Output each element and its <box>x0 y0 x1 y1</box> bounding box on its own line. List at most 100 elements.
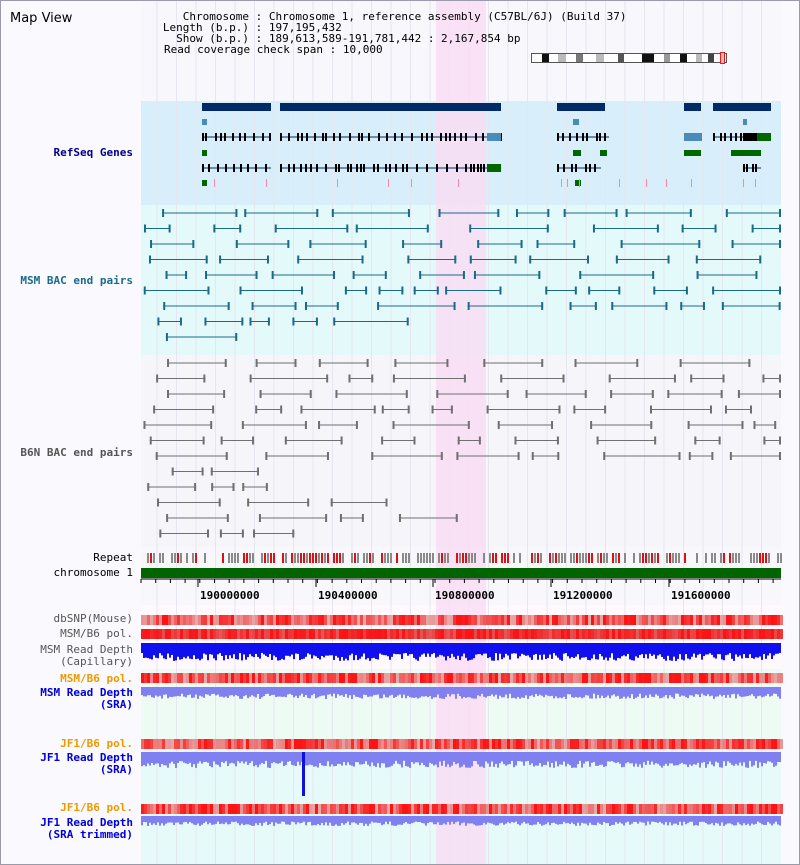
jf1-pol-heat <box>543 739 546 749</box>
jf1-depth-trim-bar <box>395 816 397 826</box>
current-region-marker[interactable] <box>720 52 725 64</box>
msm-depth-capillary-bar <box>451 643 453 654</box>
track-label-msm-bac[interactable]: MSM BAC end pairs <box>20 274 133 287</box>
track-label-msm-b6-pol-sra[interactable]: MSM/B6 pol. <box>60 672 133 685</box>
msm-depth-sra-bar <box>195 687 197 695</box>
jf1-depth-trim-bar <box>439 816 441 825</box>
jf1-pol-heat <box>342 739 345 749</box>
msm-pol-sra-heat <box>459 673 462 683</box>
msm-depth-capillary-bar <box>251 643 253 657</box>
msm-depth-sra-bar <box>621 687 623 699</box>
msm-pol-heat <box>684 629 687 639</box>
track-label-jf1-b6-pol-trimmed[interactable]: JF1/B6 pol. <box>60 801 133 814</box>
msm-pol-sra-heat <box>765 673 768 683</box>
repeat-mark <box>606 553 608 563</box>
refseq-gene-feature <box>202 180 207 186</box>
msm-depth-capillary-bar <box>315 643 317 657</box>
msm-depth-sra-bar <box>267 687 269 694</box>
msm-pol-sra-heat <box>213 673 216 683</box>
jf1-depth-trim-bar <box>621 816 623 824</box>
track-label-repeat[interactable]: Repeat <box>93 551 133 564</box>
msm-bac-pair-end <box>168 224 171 233</box>
jf1-depth-trim-bar <box>653 816 655 822</box>
msm-bac-pair-end <box>143 224 146 233</box>
jf1-depth-sra-bar <box>397 752 399 764</box>
refseq-exon <box>604 133 606 141</box>
msm-depth-sra-bar <box>489 687 491 696</box>
b6n-bac-pair-end <box>157 498 160 507</box>
jf1-pol-heat <box>273 739 276 749</box>
dbsnp-heat <box>300 615 303 625</box>
dbsnp-heat <box>195 615 198 625</box>
jf1-depth-sra-bar <box>427 752 429 768</box>
track-label-jf1-b6-pol[interactable]: JF1/B6 pol. <box>60 737 133 750</box>
jf1-depth-trim-bar <box>679 816 681 822</box>
jf1-pol-trim-heat <box>582 804 585 814</box>
track-label-chromosome[interactable]: chromosome 1 <box>53 566 133 579</box>
msm-pol-heat <box>591 629 594 639</box>
jf1-depth-trim-bar <box>407 816 409 824</box>
jf1-pol-heat <box>225 739 228 749</box>
msm-depth-capillary-bar <box>373 643 375 658</box>
jf1-depth-trim-bar <box>639 816 641 822</box>
track-label-jf1-read-depth-trimmed[interactable]: JF1 Read Depth (SRA trimmed) <box>40 817 133 841</box>
b6n-bac-pair-end <box>318 359 321 367</box>
msm-pol-sra-heat <box>228 673 231 683</box>
msm-depth-sra-bar <box>259 687 261 699</box>
track-label-msm-read-depth-sra[interactable]: MSM Read Depth (SRA) <box>40 687 133 711</box>
jf1-depth-trim-bar <box>403 816 405 824</box>
jf1-pol-trim-heat <box>336 804 339 814</box>
msm-depth-sra-bar <box>499 687 501 696</box>
msm-depth-sra-bar <box>429 687 431 697</box>
track-label-msm-read-depth-capillary[interactable]: MSM Read Depth (Capillary) <box>40 644 133 668</box>
jf1-pol-trim-heat <box>171 804 174 814</box>
track-label-msm-b6-pol[interactable]: MSM/B6 pol. <box>60 627 133 640</box>
msm-depth-sra-bar <box>411 687 413 698</box>
msm-pol-heat <box>228 629 231 639</box>
jf1-depth-sra-bar <box>509 752 511 765</box>
jf1-pol-heat <box>231 739 234 749</box>
repeat-mark <box>252 553 254 563</box>
msm-depth-sra-bar <box>173 687 175 697</box>
jf1-pol-trim-heat <box>240 804 243 814</box>
msm-pol-sra-heat <box>153 673 156 683</box>
jf1-depth-sra-bar <box>205 752 207 762</box>
track-label-jf1-read-depth-sra[interactable]: JF1 Read Depth (SRA) <box>40 752 133 776</box>
jf1-depth-sra-bar <box>771 752 773 763</box>
msm-depth-sra-bar <box>325 687 327 699</box>
track-label-refseq-genes[interactable]: RefSeq Genes <box>53 146 133 159</box>
jf1-depth-trim-bar <box>185 816 187 822</box>
msm-pol-sra-heat <box>552 673 555 683</box>
repeat-mark <box>579 553 581 563</box>
track-label-b6n-bac[interactable]: B6N BAC end pairs <box>20 446 133 459</box>
msm-pol-heat <box>342 629 345 639</box>
msm-pol-sra-heat <box>162 673 165 683</box>
track-label-dbsnp[interactable]: dbSNP(Mouse) <box>53 612 133 625</box>
jf1-pol-heat <box>306 739 309 749</box>
jf1-pol-heat <box>630 739 633 749</box>
msm-pol-heat <box>768 629 771 639</box>
msm-depth-capillary-bar <box>323 643 325 658</box>
b6n-bac-pair-end <box>300 405 303 414</box>
msm-depth-capillary-bar <box>299 643 301 661</box>
msm-pol-sra-heat <box>750 673 753 683</box>
jf1-pol-trim-heat <box>567 804 570 814</box>
msm-depth-capillary-bar <box>527 643 529 656</box>
msm-pol-sra-heat <box>732 673 735 683</box>
dbsnp-heat <box>546 615 549 625</box>
msm-depth-capillary-bar <box>463 643 465 654</box>
jf1-pol-trim-heat <box>222 804 225 814</box>
msm-pol-sra-heat <box>159 673 162 683</box>
msm-depth-sra-bar <box>397 687 399 696</box>
b6n-bac-pair-end <box>255 405 258 414</box>
msm-depth-capillary-bar <box>453 643 455 657</box>
msm-depth-capillary-bar <box>613 643 615 660</box>
refseq-exon <box>436 164 438 172</box>
msm-bac-pair-end <box>241 317 244 326</box>
chromosome-ideogram[interactable] <box>531 52 727 64</box>
b6n-bac-pair-end <box>741 421 744 429</box>
msm-pol-heat <box>429 629 432 639</box>
repeat-mark <box>282 553 284 563</box>
